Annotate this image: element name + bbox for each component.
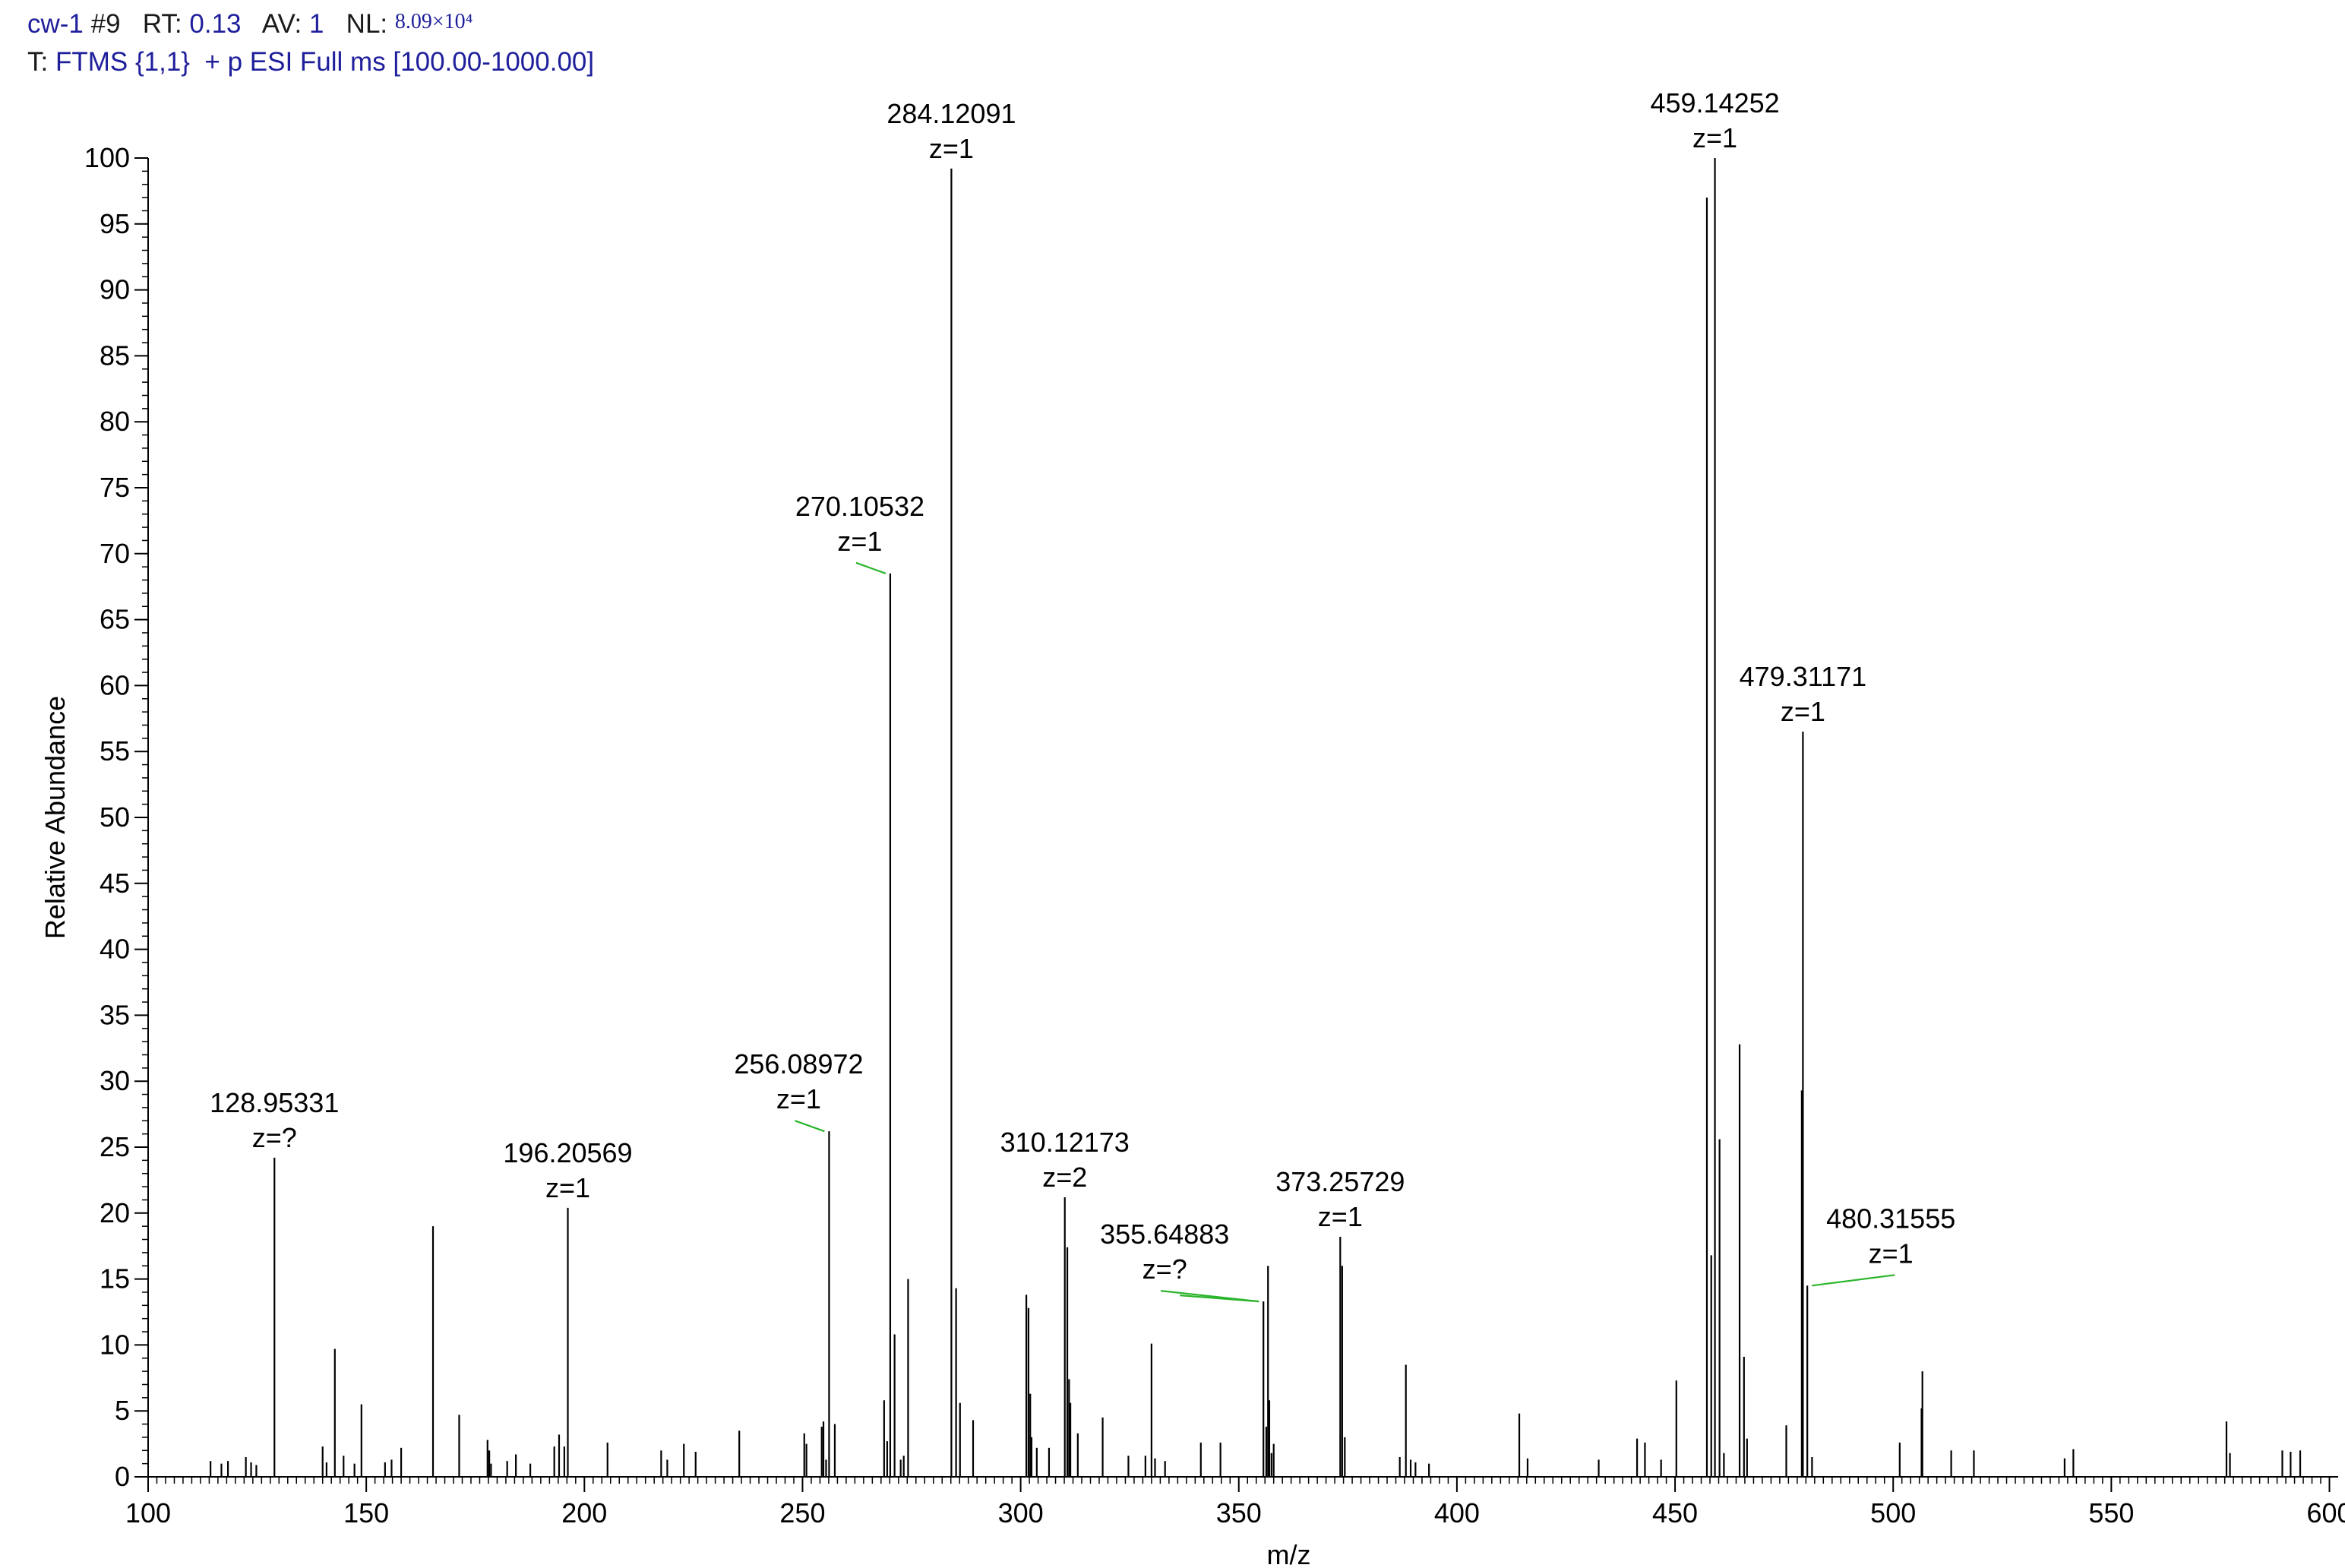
annotation-leader-line [1180,1295,1259,1303]
peak-charge-label: z=2 [1042,1162,1087,1193]
peak-mz-label: 128.95331 [210,1087,339,1118]
av-value: 1 [309,9,324,39]
peak-mz-label: 459.14252 [1650,87,1779,119]
y-tick-label: 5 [115,1395,130,1426]
peak-mz-label: 480.31555 [1826,1203,1955,1234]
y-tick-label: 60 [100,669,130,700]
peaks-layer [210,158,2302,1477]
x-tick-label: 250 [779,1497,825,1528]
y-tick-label: 25 [100,1131,130,1162]
peak-mz-label: 284.12091 [886,98,1016,129]
y-tick-label: 15 [100,1263,130,1295]
x-tick-label: 100 [125,1497,171,1528]
annotations-layer: z=?128.95331z=1196.20569z=1256.08972z=12… [210,87,1955,1285]
y-tick-label: 0 [115,1461,130,1492]
peak-charge-label: z=1 [776,1083,821,1114]
y-axis-label: Relative Abundance [40,696,71,939]
y-tick-label: 45 [100,868,130,899]
rt-value: 0.13 [189,9,242,39]
annotation-leader-line [795,1120,825,1133]
filter-text: FTMS {1,1} + p ESI Full ms [100.00-1000.… [55,47,595,77]
av-label: AV: [261,9,302,39]
peak-charge-label: z=1 [1692,122,1737,153]
peak-mz-label: 256.08972 [734,1048,863,1080]
x-tick-label: 600 [2306,1497,2345,1528]
y-tick-label: 55 [100,735,130,767]
x-axis-label: m/z [1267,1539,1311,1568]
peak-charge-label: z=1 [929,133,974,164]
filter-prefix: T: [27,47,49,77]
scan-id: cw-1 [27,9,84,39]
peak-mz-label: 310.12173 [1000,1127,1130,1158]
peak-charge-label: z=? [1142,1253,1187,1285]
peak-charge-label: z=1 [1781,696,1825,727]
y-tick-label: 95 [100,208,130,239]
y-tick-label: 90 [100,274,130,305]
y-tick-label: 65 [100,604,130,635]
x-tick-label: 150 [343,1497,389,1528]
filter-line: T: FTMS {1,1} + p ESI Full ms [100.00-10… [27,47,594,77]
y-tick-label: 10 [100,1329,130,1360]
y-tick-label: 75 [100,472,130,503]
nl-value: 8.09×10⁴ [394,10,473,33]
y-tick-label: 35 [100,999,130,1030]
y-tick-label: 70 [100,538,130,569]
y-tick-label: 50 [100,801,130,833]
y-tick-label: 85 [100,340,130,371]
x-tick-label: 200 [561,1497,607,1528]
annotation-leaders-layer [795,561,1895,1303]
y-tick-label: 20 [100,1197,130,1228]
peak-charge-label: z=1 [837,526,882,557]
scan-number: #9 [90,9,121,39]
x-tick-label: 350 [1216,1497,1262,1528]
x-tick-label: 500 [1870,1497,1916,1528]
peak-charge-label: z=1 [1869,1238,1914,1269]
peak-mz-label: 479.31171 [1740,661,1867,692]
annotation-leader-line [855,561,886,574]
rt-label: RT: [142,9,182,39]
nl-label: NL: [346,9,388,39]
peak-mz-label: 270.10532 [795,491,924,522]
peak-charge-label: z=1 [545,1172,590,1203]
x-tick-label: 550 [2088,1497,2134,1528]
peak-mz-label: 355.64883 [1100,1219,1229,1250]
scan-header-line: cw-1 #9 RT: 0.13 AV: 1 NL: 8.09×10⁴ [27,9,472,40]
peak-mz-label: 196.20569 [503,1137,632,1168]
peak-charge-label: z=? [252,1122,297,1153]
x-tick-label: 300 [998,1497,1044,1528]
y-tick-label: 30 [100,1065,130,1096]
x-tick-label: 450 [1652,1497,1698,1528]
x-tick-label: 400 [1434,1497,1480,1528]
axes-frame: 0 5 10 15 20 25 30 35 40 45 50 55 60 65 70 75 80 85 90 95 10… [84,142,2345,1528]
peak-charge-label: z=1 [1318,1201,1363,1232]
peak-mz-label: 373.25729 [1275,1166,1405,1197]
y-tick-label: 40 [100,934,130,965]
y-tick-label: 100 [84,142,130,173]
y-tick-label: 80 [100,406,130,437]
annotation-leader-line [1812,1274,1895,1287]
